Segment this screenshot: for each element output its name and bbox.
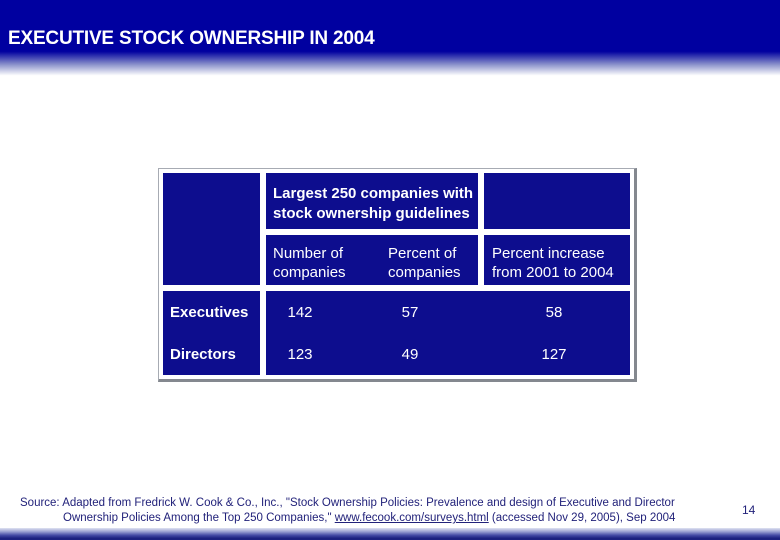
table-cell-value: 123 [287,345,313,363]
span-header-line: Largest 250 companies with [273,185,474,202]
table-cell-empty-top-right [484,173,630,229]
table-row-labels: Executives Directors [163,291,260,375]
source-link[interactable]: www.fecook.com/surveys.html [334,512,489,524]
row-label-executives: Executives [170,303,249,321]
bottom-bar [0,528,780,540]
row-label-directors: Directors [170,345,236,363]
page-number: 14 [742,503,756,517]
table-cell-value: 142 [287,303,313,321]
table-cell-value: 57 [401,303,419,321]
table-subheader-middle: Number of companies Percent of companies [266,235,478,285]
table-row: 142 57 58 [266,291,630,333]
table-cell-value: 49 [401,345,419,363]
column-header-percent-increase: Percent increase from 2001 to 2004 [484,235,630,285]
column-header-number-of-companies: Number of companies [273,245,346,281]
table-span-header: Largest 250 companies with stock ownersh… [266,173,478,229]
source-line-2-text: Ownership Policies Among the Top 250 Com… [63,512,335,524]
source-line-1: Source: Adapted from Fredrick W. Cook & … [20,497,675,509]
table-cell-empty-top-left [163,173,260,285]
source-line-2-suffix: (accessed Nov 29, 2005), Sep 2004 [488,512,676,524]
ownership-table: Largest 250 companies with stock ownersh… [158,168,637,382]
title-bar: EXECUTIVE STOCK OWNERSHIP IN 2004 [0,0,780,78]
source-note: Source: Adapted from Fredrick W. Cook & … [20,496,675,526]
column-header-percent-of-companies: Percent of companies [388,245,461,281]
table-grid: Largest 250 companies with stock ownersh… [163,173,630,375]
span-header-line: stock ownership guidelines [273,205,470,222]
table-data-panel: 142 57 58 123 49 127 [266,291,630,375]
source-line-2: Ownership Policies Among the Top 250 Com… [63,511,675,526]
page-title: EXECUTIVE STOCK OWNERSHIP IN 2004 [8,28,375,49]
table-cell-value: 127 [541,345,567,363]
table-cell-value: 58 [545,303,563,321]
table-row: 123 49 127 [266,333,630,375]
